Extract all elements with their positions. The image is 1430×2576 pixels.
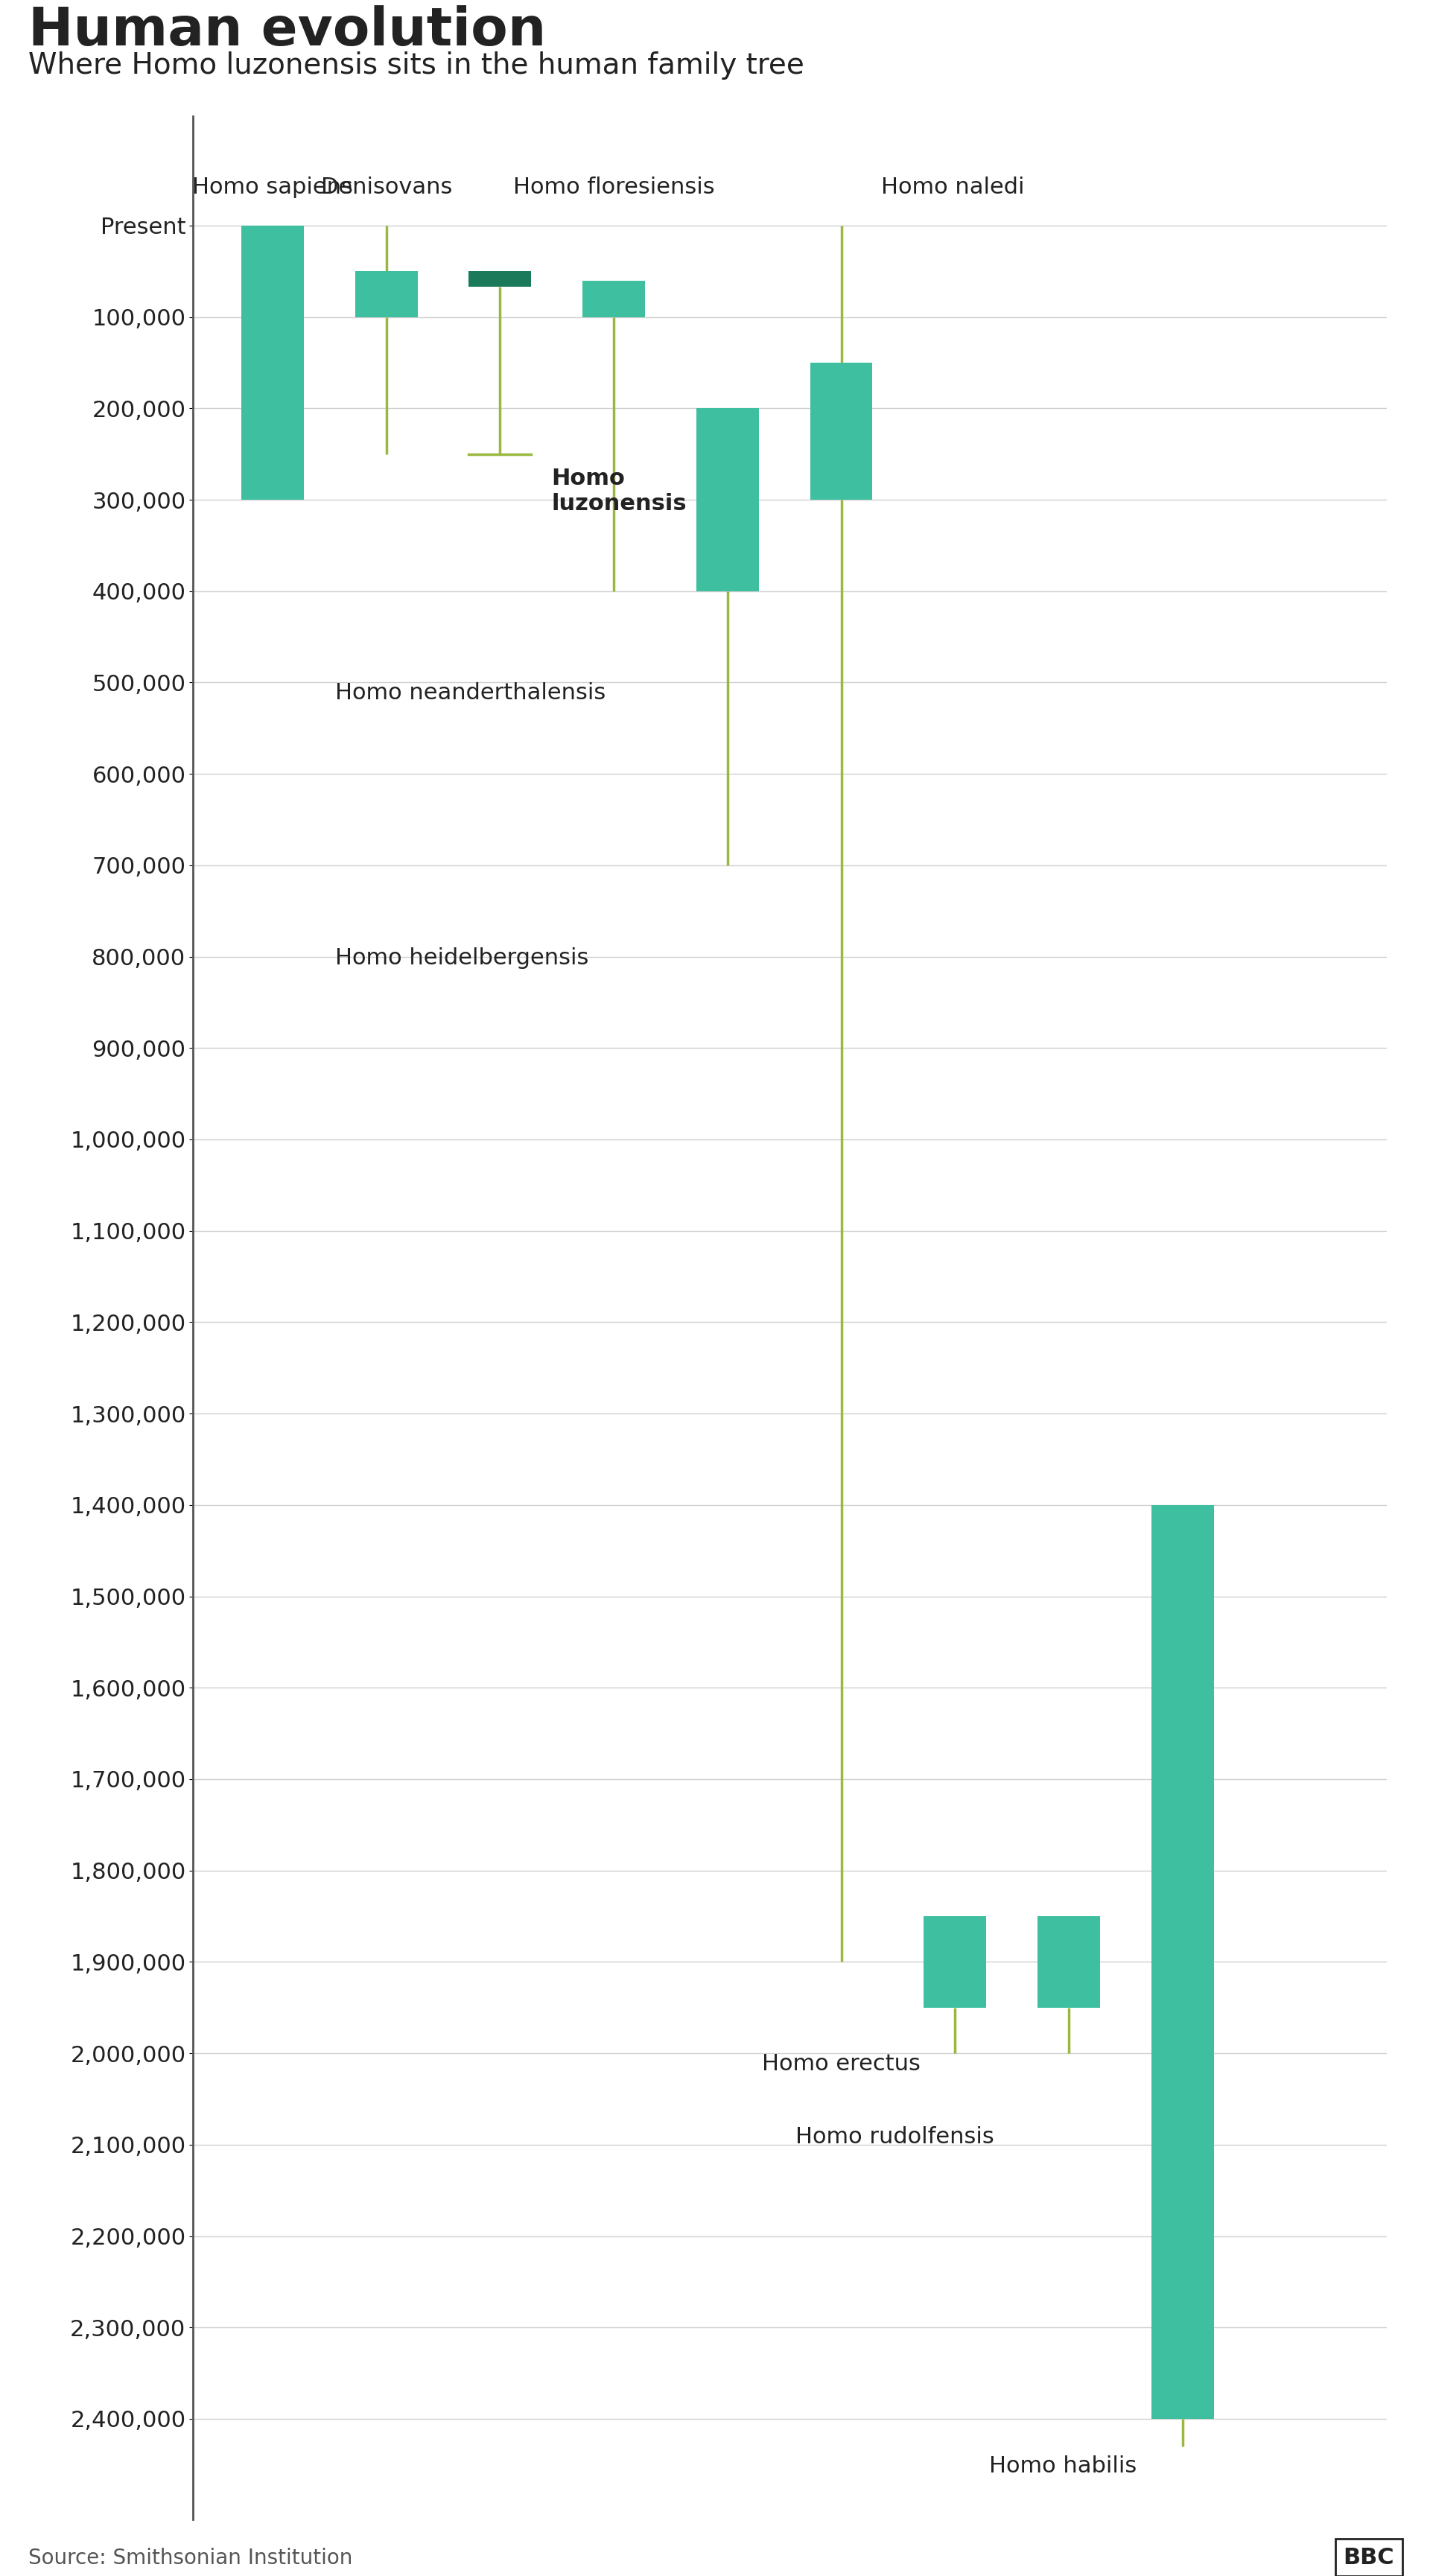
Text: Homo habilis: Homo habilis bbox=[990, 2455, 1137, 2478]
Text: Where Homo luzonensis sits in the human family tree: Where Homo luzonensis sits in the human … bbox=[29, 52, 805, 80]
Bar bbox=[696, 410, 759, 590]
Text: Homo heidelbergensis: Homo heidelbergensis bbox=[335, 948, 589, 969]
Text: Homo erectus: Homo erectus bbox=[762, 2053, 919, 2074]
Text: Denisovans: Denisovans bbox=[320, 178, 452, 198]
Bar bbox=[809, 363, 872, 500]
Text: Homo floresiensis: Homo floresiensis bbox=[513, 178, 715, 198]
Text: Homo neanderthalensis: Homo neanderthalensis bbox=[335, 683, 606, 703]
Bar bbox=[924, 1917, 987, 2007]
Bar bbox=[582, 281, 645, 317]
Text: Homo
luzonensis: Homo luzonensis bbox=[552, 469, 686, 515]
Bar bbox=[1037, 1917, 1100, 2007]
Text: Homo rudolfensis: Homo rudolfensis bbox=[795, 2125, 994, 2148]
Text: BBC: BBC bbox=[1343, 2548, 1394, 2568]
Text: Human evolution: Human evolution bbox=[29, 5, 546, 57]
Text: Homo sapiens: Homo sapiens bbox=[192, 178, 353, 198]
Bar bbox=[1151, 1504, 1214, 2419]
Text: Homo naledi: Homo naledi bbox=[881, 178, 1024, 198]
Bar bbox=[469, 270, 532, 286]
Bar bbox=[242, 227, 305, 500]
Text: Source: Smithsonian Institution: Source: Smithsonian Institution bbox=[29, 2548, 353, 2568]
Bar bbox=[355, 270, 418, 317]
